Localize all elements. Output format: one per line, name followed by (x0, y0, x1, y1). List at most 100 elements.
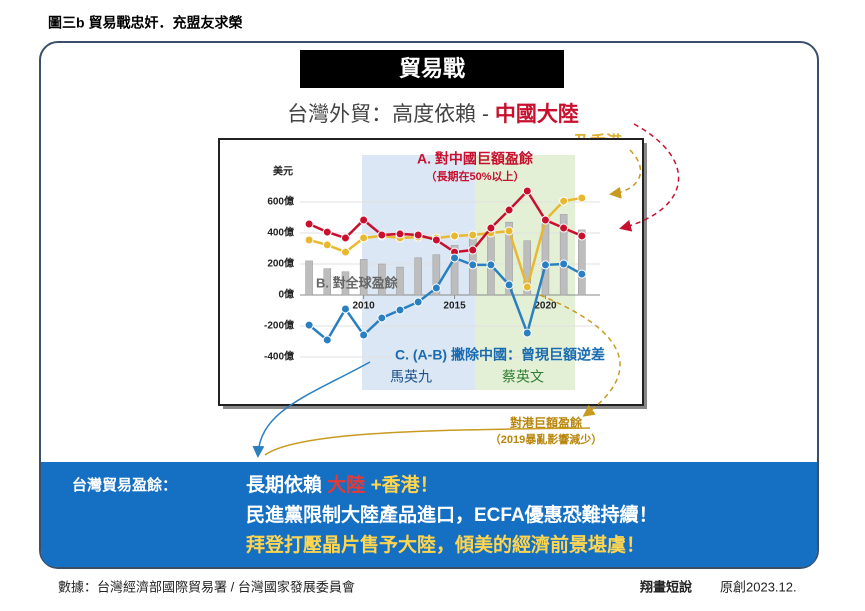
point (359, 215, 369, 225)
point (340, 247, 350, 257)
ma-label: 馬英九 (390, 369, 432, 385)
point (431, 283, 441, 293)
point (577, 193, 587, 203)
point (504, 280, 514, 290)
y-tick-label: -200億 (264, 319, 294, 332)
line (308, 256, 583, 342)
bar (341, 271, 350, 296)
point (577, 231, 587, 241)
china-arrow (619, 123, 680, 232)
footer-source: 數據：台灣經濟部國際貿易署 / 台灣國家發展委員會 (58, 579, 355, 594)
point (377, 313, 387, 323)
bar (359, 259, 368, 296)
point (468, 230, 478, 240)
header-title: 圖三b 貿易戰忠奸．充盟友求榮 (48, 15, 242, 31)
title-box (300, 50, 564, 88)
point (540, 260, 550, 270)
point (322, 227, 332, 237)
bar (323, 268, 332, 296)
point (522, 186, 532, 196)
y-tick-label: 400億 (267, 226, 294, 239)
y-tick-label: 600億 (267, 195, 294, 208)
panel-subtitle: 台灣外貿：高度依賴 - 中國大陸 (287, 103, 579, 126)
point (559, 259, 569, 269)
line1-c: 陸 (346, 473, 365, 496)
bar (305, 260, 313, 296)
line (308, 188, 583, 254)
point (450, 253, 460, 263)
x-tick-label: 2015 (443, 301, 466, 312)
bar (541, 223, 550, 296)
y-tick-label: 200億 (267, 257, 294, 270)
point (559, 196, 569, 206)
bar (578, 229, 586, 296)
point (413, 297, 423, 307)
point (486, 260, 496, 270)
line (308, 196, 583, 292)
bar (414, 257, 422, 296)
bar (505, 221, 513, 296)
point (322, 335, 332, 345)
point (395, 305, 405, 315)
point (504, 226, 514, 236)
point (322, 240, 332, 250)
footer-brand: 翔畫短說 (639, 579, 692, 594)
hk-link (264, 427, 591, 456)
bar (559, 214, 568, 296)
footer-note: 原創2023.12. (720, 579, 797, 594)
point (304, 219, 314, 229)
x-tick-label: 2010 (353, 301, 376, 312)
point (559, 223, 569, 233)
point (577, 269, 587, 279)
bar (396, 266, 404, 296)
point (431, 235, 441, 245)
subtitle-main: 台灣外貿：高度依賴 - (287, 103, 495, 126)
blue-link (252, 361, 371, 458)
point (359, 233, 369, 243)
point (340, 304, 350, 314)
hk-arrow (609, 149, 642, 199)
bar (378, 263, 386, 296)
series-label: A. 對中國巨額盈餘 (417, 151, 534, 167)
point (468, 260, 478, 270)
point (522, 328, 532, 338)
point (359, 330, 369, 340)
point (413, 230, 423, 240)
hk-note: （2019暴亂影響減少） (490, 432, 602, 446)
banner-label: 台灣貿易盈餘： (72, 476, 177, 494)
hk-dip-arrow (539, 294, 621, 417)
point (304, 235, 314, 245)
panel-title: 貿易戰 (399, 56, 465, 81)
plot: 美元 -400億 -200億 0億 200億 400億 600億 2010 2015 2020 B.… (264, 151, 605, 430)
x-tick-label: 2020 (534, 301, 557, 312)
bar (450, 245, 459, 296)
point (395, 229, 405, 239)
point (377, 230, 387, 240)
point (486, 223, 496, 233)
tsai-label: 蔡英文 (502, 369, 544, 385)
banner-line2: 民進黨限制大陸產品進口，ECFA優惠恐難持續！ (246, 503, 658, 526)
bar (432, 254, 441, 296)
series-label: B. 對全球盈餘 (316, 275, 399, 290)
banner-line3: 拜登打壓晶片售予大陸，傾美的經濟前景堪虞！ (246, 533, 645, 556)
subtitle-highlight: 中國大陸 (495, 103, 579, 126)
point (504, 205, 514, 215)
point (540, 215, 550, 225)
bar (523, 240, 532, 296)
y-tick-label: 0億 (278, 288, 294, 301)
series-label: C. (A-B) 撇除中國：曾現巨額逆差 (395, 347, 605, 363)
series-label: 對港巨額盈餘 (510, 415, 583, 430)
point (522, 282, 532, 292)
y-axis-label: 美元 (273, 165, 293, 178)
banner-line1: 長期依賴 大陸 +香港！ (246, 473, 439, 496)
y-tick-label: -400億 (264, 350, 294, 363)
point (340, 233, 350, 243)
point (468, 245, 478, 255)
line1-a: 長期依賴 (246, 473, 327, 496)
line1-d: +香港！ (365, 474, 438, 496)
line1-b: 大 (327, 473, 346, 496)
china-note: （長期在50%以上） (425, 169, 524, 183)
banner (41, 462, 817, 567)
point (450, 231, 460, 241)
